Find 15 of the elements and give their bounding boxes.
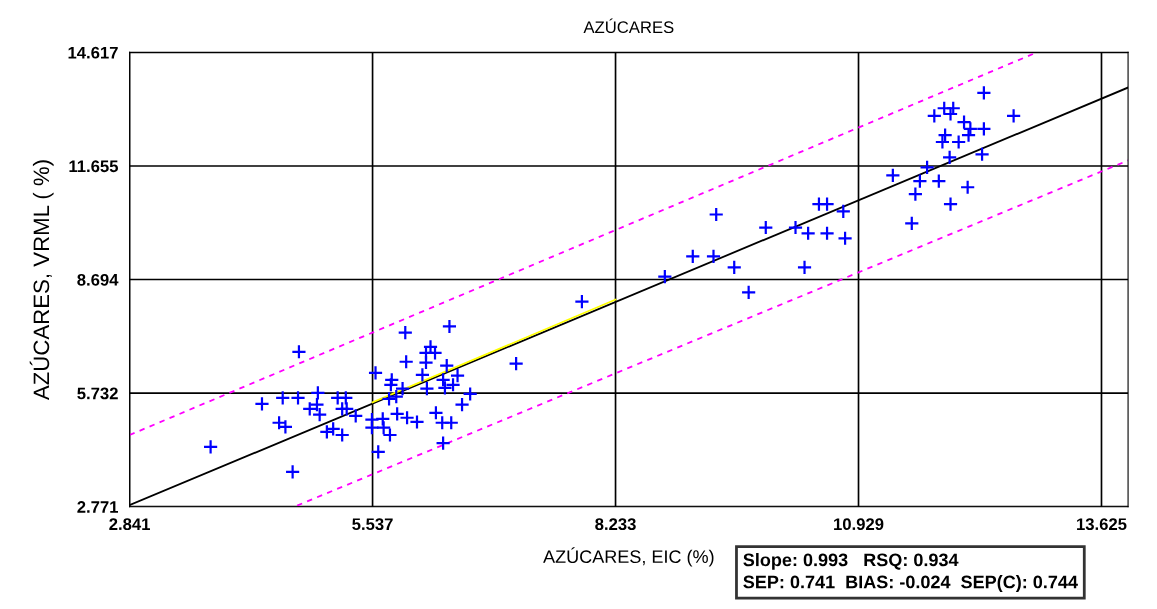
- x-tick-label: 5.537: [352, 518, 393, 531]
- x-tick-label: 13.625: [1077, 518, 1127, 531]
- x-axis-title: AZÚCARES, EIC (%): [543, 547, 714, 567]
- y-tick-label: 8.694: [77, 273, 119, 286]
- y-tick-label: 5.732: [77, 387, 118, 400]
- y-tick-label: 14.617: [68, 46, 118, 59]
- x-tick-label: 2.841: [109, 518, 150, 531]
- chart-title: AZÚCARES: [583, 18, 674, 34]
- y-axis-title: AZÚCARES, VRML ( %): [29, 160, 54, 401]
- x-tick-label: 8.233: [595, 518, 636, 531]
- y-tick-label: 11.655: [69, 160, 119, 173]
- text: Slope: 0.993 RSQ: 0.934: [743, 553, 959, 570]
- text: SEP: 0.741 BIAS: -0.024 SEP(C): 0.744: [743, 575, 1078, 592]
- y-tick-label: 2.771: [77, 501, 119, 513]
- x-tick-label: 10.929: [834, 518, 884, 531]
